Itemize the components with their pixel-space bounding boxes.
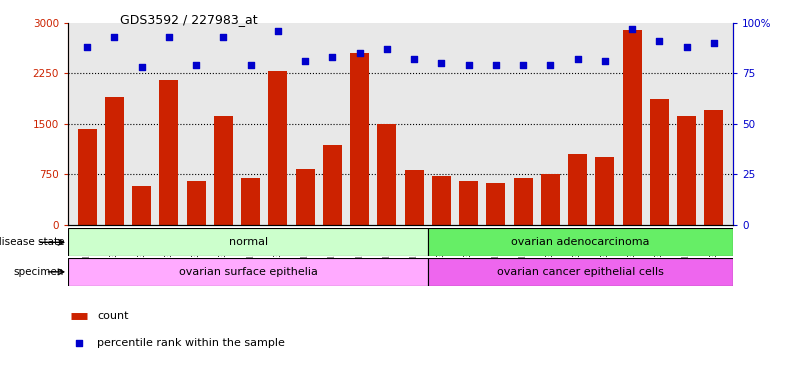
Point [571, 56, 584, 63]
Bar [377, 124, 396, 225]
Point [435, 60, 448, 66]
Bar [159, 80, 179, 225]
Bar [432, 176, 451, 225]
Bar [541, 174, 560, 225]
Bar [595, 157, 614, 225]
Bar [241, 178, 260, 225]
Point [190, 62, 203, 68]
Point [326, 54, 339, 60]
Point [653, 38, 666, 44]
Text: count: count [97, 311, 128, 321]
Text: specimen: specimen [14, 267, 64, 277]
Bar [486, 183, 505, 225]
Bar [268, 71, 288, 225]
Text: disease state: disease state [0, 237, 64, 247]
FancyBboxPatch shape [429, 258, 733, 286]
Bar [105, 97, 124, 225]
Bar [132, 186, 151, 225]
Bar [650, 99, 669, 225]
Bar [350, 53, 369, 225]
Point [489, 62, 502, 68]
Bar [214, 116, 233, 225]
Bar [405, 170, 424, 225]
FancyBboxPatch shape [68, 228, 429, 256]
Point [244, 62, 257, 68]
FancyBboxPatch shape [68, 258, 429, 286]
Bar [513, 178, 533, 225]
Point [626, 26, 638, 32]
Point [353, 50, 366, 56]
Bar [323, 146, 342, 225]
Text: ovarian cancer epithelial cells: ovarian cancer epithelial cells [497, 267, 664, 277]
Text: normal: normal [228, 237, 268, 247]
Bar [704, 111, 723, 225]
Text: GDS3592 / 227983_at: GDS3592 / 227983_at [120, 13, 258, 26]
Point [680, 44, 693, 50]
Point [408, 56, 421, 63]
Point [517, 62, 529, 68]
Bar [677, 116, 696, 225]
Point [163, 34, 175, 40]
Bar [187, 181, 206, 225]
Point [81, 44, 94, 50]
Bar [78, 129, 97, 225]
Text: ovarian adenocarcinoma: ovarian adenocarcinoma [511, 237, 650, 247]
Point [380, 46, 393, 52]
Point [299, 58, 312, 65]
Bar [568, 154, 587, 225]
Point [272, 28, 284, 34]
Point [217, 34, 230, 40]
Point [135, 65, 148, 71]
Point [544, 62, 557, 68]
Text: ovarian surface epithelia: ovarian surface epithelia [179, 267, 317, 277]
Point [707, 40, 720, 46]
Bar [622, 30, 642, 225]
Point [73, 340, 86, 346]
FancyBboxPatch shape [429, 228, 733, 256]
Bar [296, 169, 315, 225]
Text: percentile rank within the sample: percentile rank within the sample [97, 338, 285, 348]
Point [462, 62, 475, 68]
Point [108, 34, 121, 40]
Point [598, 58, 611, 65]
Bar [459, 181, 478, 225]
